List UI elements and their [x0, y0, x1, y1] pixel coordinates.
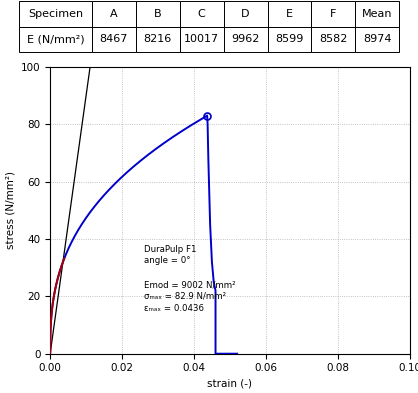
X-axis label: strain (-): strain (-) — [207, 379, 252, 389]
Y-axis label: stress (N/mm²): stress (N/mm²) — [5, 171, 15, 249]
Text: DuraPulp F1
angle = 0°

Emod = 9002 N/mm²
σₘₐₓ = 82.9 N/mm²
εₘₐₓ = 0.0436: DuraPulp F1 angle = 0° Emod = 9002 N/mm²… — [144, 245, 235, 313]
